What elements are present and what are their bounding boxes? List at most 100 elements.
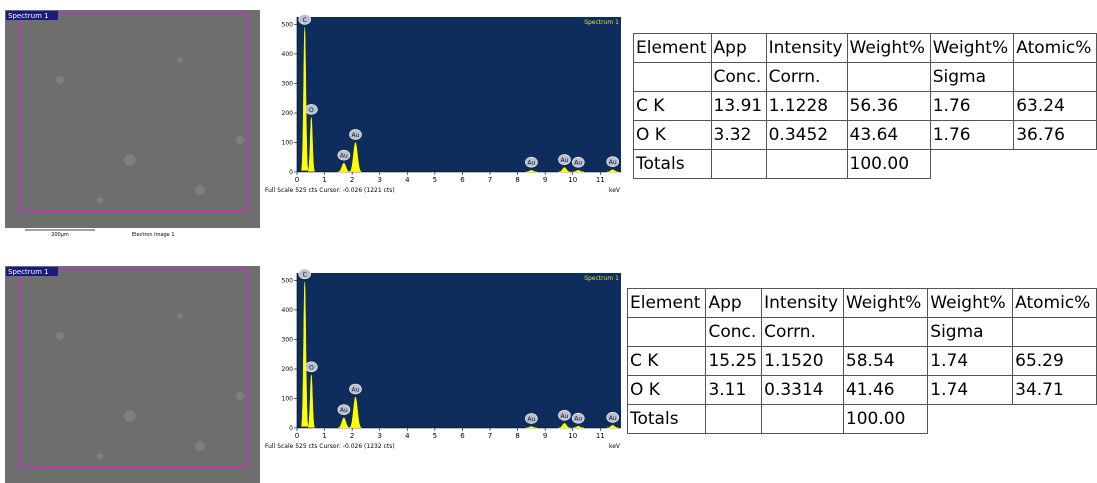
image-speck bbox=[195, 185, 205, 195]
x-tick-label: 6 bbox=[460, 176, 465, 184]
table-cell: 1.1520 bbox=[762, 347, 844, 376]
table-cell: C K bbox=[628, 347, 706, 376]
table-cell: 0.3452 bbox=[766, 121, 847, 150]
table-cell: 1.76 bbox=[930, 121, 1014, 150]
table-cell: 1.1228 bbox=[766, 92, 847, 121]
y-tick-label: 300 bbox=[282, 80, 294, 87]
x-tick-label: 8 bbox=[515, 432, 519, 440]
table-cell: 3.32 bbox=[711, 121, 766, 150]
table-cell: Sigma bbox=[928, 318, 1013, 347]
table-cell bbox=[847, 63, 930, 92]
table-cell: Corrn. bbox=[766, 63, 847, 92]
table-cell bbox=[762, 405, 844, 434]
x-tick-label: 10 bbox=[568, 432, 577, 440]
table-cell: 100.00 bbox=[847, 150, 930, 179]
image-speck bbox=[124, 410, 136, 422]
table-cell bbox=[843, 318, 927, 347]
table-cell: 1.76 bbox=[930, 92, 1014, 121]
peak-label: Au bbox=[351, 132, 359, 139]
table-cell: 13.91 bbox=[711, 92, 766, 121]
table-cell bbox=[930, 150, 1014, 179]
x-tick-label: 7 bbox=[488, 176, 492, 184]
peak-label: C bbox=[303, 271, 307, 278]
table-cell bbox=[1013, 405, 1097, 434]
peak-label: Au bbox=[351, 387, 359, 394]
table-cell: O K bbox=[634, 121, 712, 150]
table-cell bbox=[628, 318, 706, 347]
table-cell: O K bbox=[628, 376, 706, 405]
table-cell: C K bbox=[634, 92, 712, 121]
image-speck bbox=[124, 154, 136, 166]
table-cell: 43.64 bbox=[847, 121, 930, 150]
spectrum-label: Spectrum 1 bbox=[584, 19, 619, 26]
peak-label: Au bbox=[609, 415, 617, 422]
x-tick-label: 1 bbox=[322, 432, 326, 440]
table-cell bbox=[1014, 150, 1097, 179]
table-cell: 34.71 bbox=[1013, 376, 1097, 405]
table-cell: Atomic% bbox=[1014, 34, 1097, 63]
peak-label: Au bbox=[574, 416, 582, 423]
x-tick-label: 5 bbox=[433, 176, 437, 184]
y-tick-label: 0 bbox=[289, 169, 293, 176]
spectrum-label: Spectrum 1 bbox=[584, 275, 619, 282]
peak-label: C bbox=[303, 17, 307, 24]
table-cell bbox=[1014, 63, 1097, 92]
table-row: Totals100.00 bbox=[634, 150, 1097, 179]
table-cell: 1.74 bbox=[928, 347, 1013, 376]
y-tick-label: 500 bbox=[282, 277, 294, 284]
x-tick-label: 2 bbox=[350, 432, 354, 440]
image-speck bbox=[236, 392, 244, 400]
table-cell: 58.54 bbox=[843, 347, 927, 376]
y-tick-label: 200 bbox=[282, 110, 294, 117]
y-tick-label: 300 bbox=[282, 336, 294, 343]
table-cell bbox=[634, 63, 712, 92]
x-tick-label: 5 bbox=[433, 432, 437, 440]
table-cell: 56.36 bbox=[847, 92, 930, 121]
image-speck bbox=[56, 76, 64, 84]
table-cell: 15.25 bbox=[706, 347, 762, 376]
table-cell: 65.29 bbox=[1013, 347, 1097, 376]
table-cell: 41.46 bbox=[843, 376, 927, 405]
plot-area bbox=[297, 17, 621, 172]
x-tick-label: 9 bbox=[543, 176, 547, 184]
x-tick-label: 0 bbox=[295, 432, 299, 440]
table-cell: Element bbox=[634, 34, 712, 63]
table-cell: Intensity bbox=[766, 34, 847, 63]
table-row: Conc.Corrn.Sigma bbox=[628, 318, 1097, 347]
table-cell bbox=[1013, 318, 1097, 347]
image-speck bbox=[56, 332, 64, 340]
spectrum-footer: Full Scale 525 cts Cursor: -0.026 (1221 … bbox=[265, 187, 395, 194]
table-cell: Weight% bbox=[843, 289, 927, 318]
image-speck bbox=[97, 453, 103, 459]
spectrum-footer: Full Scale 525 cts Cursor: -0.026 (1232 … bbox=[265, 443, 395, 450]
image-speck bbox=[97, 197, 103, 203]
y-tick-label: 0 bbox=[289, 425, 293, 432]
y-tick-label: 100 bbox=[282, 395, 294, 402]
image-speck bbox=[177, 57, 183, 63]
image-label: Spectrum 1 bbox=[8, 12, 49, 20]
peak-label: Au bbox=[527, 160, 535, 167]
x-tick-label: 7 bbox=[488, 432, 492, 440]
x-tick-label: 1 bbox=[322, 176, 326, 184]
table-row: O K3.110.331441.461.7434.71 bbox=[628, 376, 1097, 405]
x-tick-label: 6 bbox=[460, 432, 465, 440]
table-row: Conc.Corrn.Sigma bbox=[634, 63, 1097, 92]
table-cell: App bbox=[706, 289, 762, 318]
x-tick-label: 10 bbox=[568, 176, 577, 184]
image-label: Spectrum 1 bbox=[8, 268, 49, 276]
image-speck bbox=[177, 313, 183, 319]
table-cell: Sigma bbox=[930, 63, 1014, 92]
table-cell: Element bbox=[628, 289, 706, 318]
y-tick-label: 500 bbox=[282, 21, 294, 28]
table-cell: Weight% bbox=[928, 289, 1013, 318]
x-tick-label: 0 bbox=[295, 176, 299, 184]
y-tick-label: 400 bbox=[282, 51, 294, 58]
peak-label: Au bbox=[561, 413, 569, 420]
table-row: Totals100.00 bbox=[628, 405, 1097, 434]
